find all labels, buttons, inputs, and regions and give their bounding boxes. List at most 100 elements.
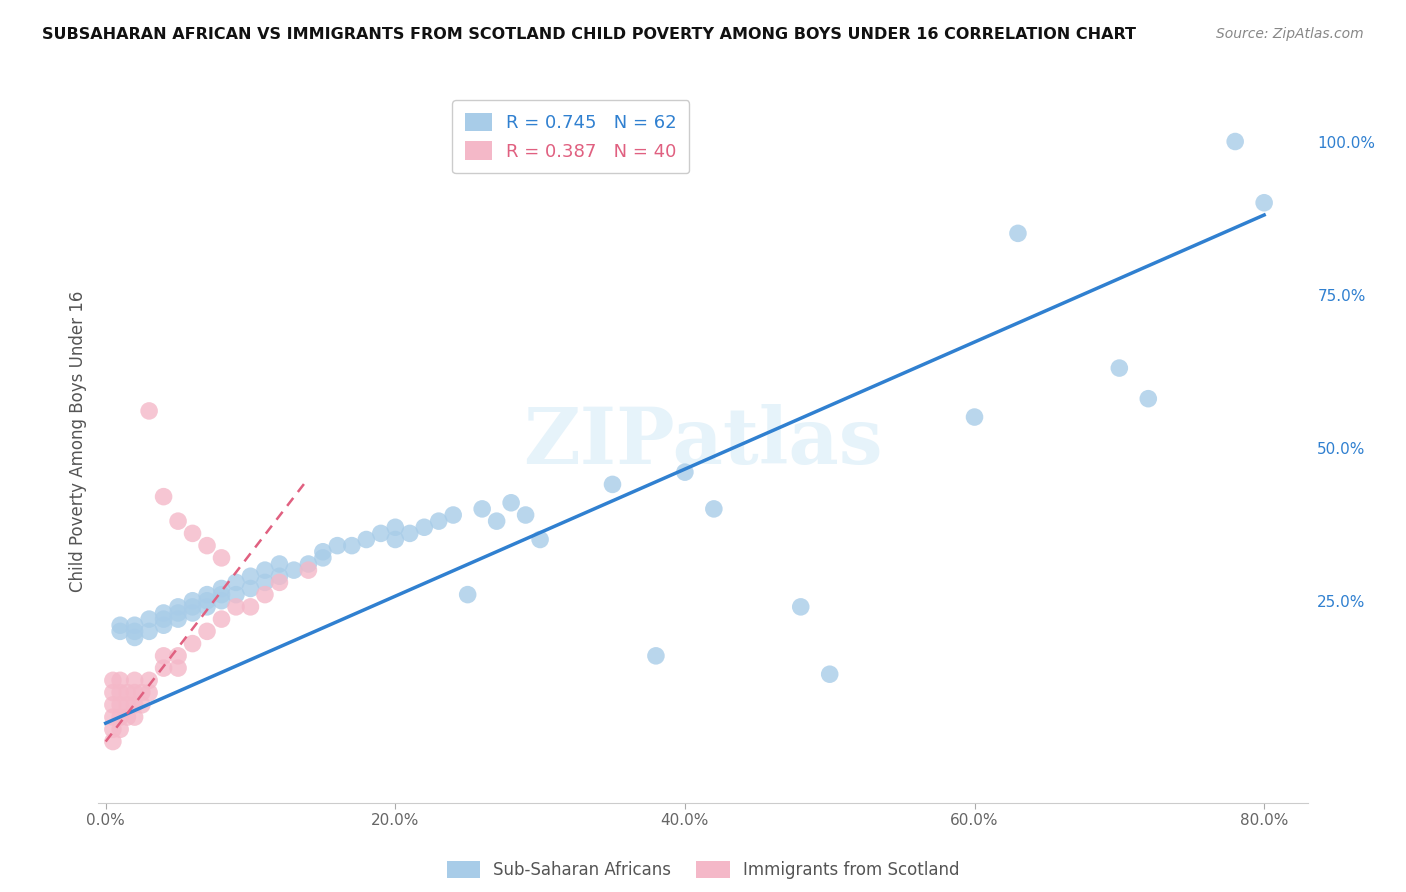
Point — [471, 502, 494, 516]
Point — [211, 593, 233, 607]
Point — [152, 618, 174, 632]
Point — [211, 588, 233, 602]
Point — [152, 606, 174, 620]
Point — [108, 685, 131, 699]
Point — [195, 588, 218, 602]
Point — [101, 734, 124, 748]
Point — [101, 723, 124, 737]
Y-axis label: Child Poverty Among Boys Under 16: Child Poverty Among Boys Under 16 — [69, 291, 87, 592]
Point — [167, 606, 190, 620]
Point — [239, 582, 262, 596]
Point — [384, 533, 406, 547]
Point — [108, 618, 131, 632]
Point — [312, 550, 335, 565]
Point — [398, 526, 420, 541]
Point — [239, 599, 262, 614]
Point — [138, 404, 160, 418]
Point — [239, 569, 262, 583]
Point — [138, 685, 160, 699]
Point — [529, 533, 551, 547]
Point — [195, 539, 218, 553]
Point — [485, 514, 508, 528]
Point — [1137, 392, 1160, 406]
Point — [108, 723, 131, 737]
Point — [1007, 227, 1029, 241]
Point — [1253, 195, 1275, 210]
Point — [211, 612, 233, 626]
Point — [195, 593, 218, 607]
Point — [356, 533, 378, 547]
Point — [963, 410, 986, 425]
Point — [108, 698, 131, 712]
Legend: Sub-Saharan Africans, Immigrants from Scotland: Sub-Saharan Africans, Immigrants from Sc… — [440, 855, 966, 886]
Point — [501, 496, 523, 510]
Point — [312, 545, 335, 559]
Point — [167, 612, 190, 626]
Point — [131, 685, 153, 699]
Point — [253, 588, 276, 602]
Point — [124, 710, 146, 724]
Point — [211, 582, 233, 596]
Point — [1108, 361, 1130, 376]
Point — [152, 612, 174, 626]
Point — [181, 637, 204, 651]
Point — [645, 648, 668, 663]
Point — [124, 624, 146, 639]
Point — [1225, 135, 1247, 149]
Point — [152, 490, 174, 504]
Point — [211, 550, 233, 565]
Point — [225, 575, 247, 590]
Point — [326, 539, 349, 553]
Point — [602, 477, 624, 491]
Point — [253, 563, 276, 577]
Point — [131, 698, 153, 712]
Point — [818, 667, 841, 681]
Point — [124, 698, 146, 712]
Point — [269, 557, 291, 571]
Point — [515, 508, 537, 522]
Point — [108, 673, 131, 688]
Point — [283, 563, 305, 577]
Point — [253, 575, 276, 590]
Point — [181, 593, 204, 607]
Text: SUBSAHARAN AFRICAN VS IMMIGRANTS FROM SCOTLAND CHILD POVERTY AMONG BOYS UNDER 16: SUBSAHARAN AFRICAN VS IMMIGRANTS FROM SC… — [42, 27, 1136, 42]
Point — [269, 569, 291, 583]
Point — [195, 624, 218, 639]
Point — [117, 698, 139, 712]
Point — [297, 557, 319, 571]
Point — [138, 612, 160, 626]
Point — [117, 710, 139, 724]
Point — [124, 618, 146, 632]
Point — [152, 661, 174, 675]
Point — [108, 710, 131, 724]
Point — [181, 606, 204, 620]
Text: Source: ZipAtlas.com: Source: ZipAtlas.com — [1216, 27, 1364, 41]
Point — [297, 563, 319, 577]
Point — [269, 575, 291, 590]
Point — [195, 599, 218, 614]
Point — [117, 685, 139, 699]
Point — [457, 588, 479, 602]
Point — [673, 465, 696, 479]
Point — [101, 710, 124, 724]
Point — [167, 599, 190, 614]
Point — [152, 648, 174, 663]
Point — [225, 588, 247, 602]
Point — [101, 673, 124, 688]
Point — [101, 698, 124, 712]
Point — [167, 648, 190, 663]
Point — [138, 624, 160, 639]
Point — [167, 514, 190, 528]
Point — [108, 624, 131, 639]
Point — [370, 526, 392, 541]
Point — [790, 599, 813, 614]
Point — [167, 661, 190, 675]
Point — [340, 539, 363, 553]
Point — [138, 673, 160, 688]
Point — [441, 508, 464, 522]
Point — [124, 673, 146, 688]
Point — [101, 685, 124, 699]
Point — [413, 520, 436, 534]
Point — [703, 502, 725, 516]
Point — [427, 514, 450, 528]
